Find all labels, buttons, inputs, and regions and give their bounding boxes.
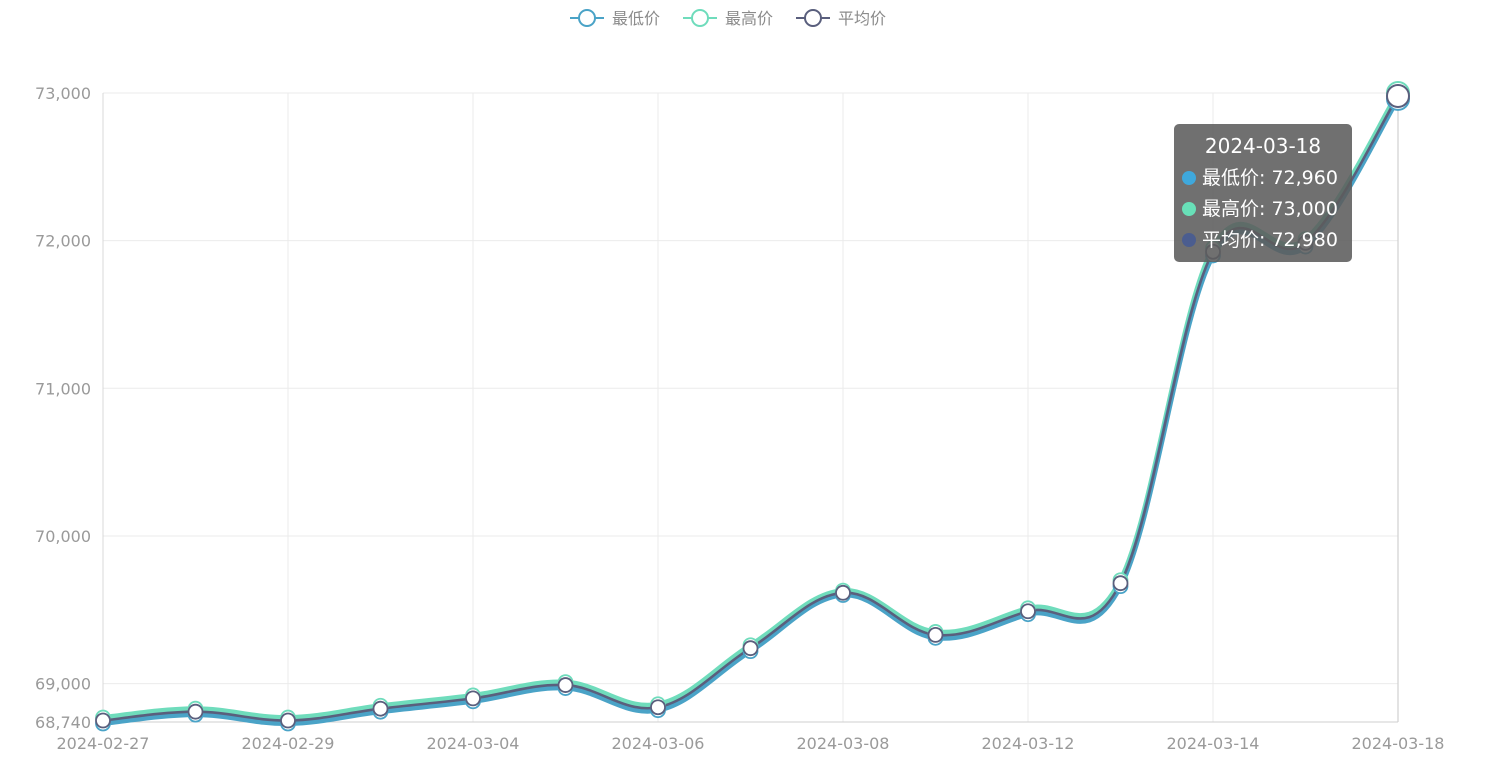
tooltip-row-avg: 平均价: 72,980 bbox=[1182, 225, 1344, 256]
x-tick-label-0: 2024-02-27 bbox=[57, 734, 150, 753]
legend-marker-1 bbox=[691, 9, 709, 27]
data-point-2-2[interactable] bbox=[280, 712, 296, 729]
tooltip-row-high: 最高价: 73,000 bbox=[1182, 194, 1344, 225]
data-point-2-3[interactable] bbox=[372, 700, 389, 717]
y-tick-label-3: 71,000 bbox=[35, 379, 91, 398]
y-tick-label-0: 68,740 bbox=[35, 713, 91, 732]
x-tick-label-6: 2024-03-14 bbox=[1167, 734, 1260, 753]
data-point-2-11[interactable] bbox=[1112, 575, 1129, 592]
data-point-2-8[interactable] bbox=[835, 584, 851, 601]
legend-item-2[interactable]: 平均价 bbox=[796, 9, 886, 28]
legend-item-0[interactable]: 最低价 bbox=[570, 9, 660, 28]
legend-item-1[interactable]: 最高价 bbox=[683, 9, 773, 28]
data-point-2-14[interactable] bbox=[1386, 83, 1410, 108]
data-point-2-7[interactable] bbox=[742, 640, 759, 657]
tooltip-value-high: 最高价: 73,000 bbox=[1202, 198, 1338, 220]
legend-label-1: 最高价 bbox=[725, 9, 773, 28]
x-tick-label-3: 2024-03-06 bbox=[612, 734, 705, 753]
tooltip-title: 2024-03-18 bbox=[1204, 134, 1322, 158]
legend-label-0: 最低价 bbox=[612, 9, 660, 28]
x-tick-label-4: 2024-03-08 bbox=[797, 734, 890, 753]
tooltip-value-low: 最低价: 72,960 bbox=[1202, 167, 1338, 189]
y-tick-label-1: 69,000 bbox=[35, 675, 91, 694]
x-tick-label-5: 2024-03-12 bbox=[982, 734, 1075, 753]
data-point-2-1[interactable] bbox=[187, 703, 204, 720]
data-point-2-5[interactable] bbox=[557, 677, 574, 693]
tooltip: 2024-03-18 最低价: 72,960 最高价: 73,000 平均价: … bbox=[1174, 124, 1352, 262]
y-tick-label-4: 72,000 bbox=[35, 232, 91, 251]
tooltip-row-low: 最低价: 72,960 bbox=[1182, 163, 1344, 194]
data-point-2-6[interactable] bbox=[650, 699, 666, 716]
axis-layer: 68,740 69,000 70,000 71,000 72,000 73,000 2024… bbox=[35, 84, 1444, 753]
tooltip-dot-avg bbox=[1182, 233, 1196, 247]
tooltip-dot-high bbox=[1182, 202, 1196, 216]
points-layer bbox=[95, 81, 1410, 732]
x-tick-label-7: 2024-03-18 bbox=[1352, 734, 1445, 753]
tooltip-dot-low bbox=[1182, 171, 1196, 185]
data-point-2-9[interactable] bbox=[927, 626, 944, 643]
y-tick-label-2: 70,000 bbox=[35, 527, 91, 546]
data-point-2-0[interactable] bbox=[95, 712, 111, 729]
y-tick-label-5: 73,000 bbox=[35, 84, 91, 103]
data-point-2-10[interactable] bbox=[1020, 603, 1036, 620]
data-point-2-4[interactable] bbox=[465, 690, 481, 707]
legend-marker-2 bbox=[804, 9, 822, 27]
legend-marker-0 bbox=[578, 9, 596, 27]
x-tick-label-2: 2024-03-04 bbox=[427, 734, 520, 753]
legend[interactable]: 最低价 最高价 平均价 bbox=[570, 9, 886, 28]
x-tick-label-1: 2024-02-29 bbox=[242, 734, 335, 753]
legend-label-2: 平均价 bbox=[838, 9, 886, 28]
tooltip-value-avg: 平均价: 72,980 bbox=[1202, 229, 1338, 251]
